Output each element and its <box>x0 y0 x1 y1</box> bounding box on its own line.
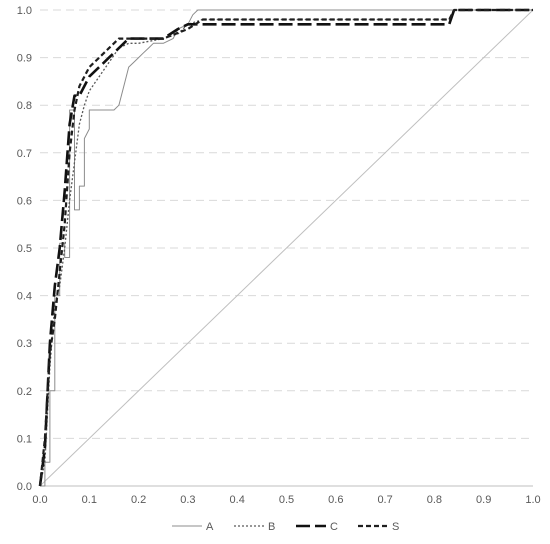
y-tick-label: 0.0 <box>17 481 32 493</box>
legend-item-s: S <box>358 521 399 533</box>
legend-label: B <box>268 521 275 533</box>
y-tick-label: 0.4 <box>17 291 32 303</box>
series-line-b <box>39 9 533 487</box>
x-tick-label: 0.7 <box>377 494 392 506</box>
x-tick-label: 0.1 <box>82 494 97 506</box>
reference-diagonal <box>39 9 534 487</box>
legend-item-c: C <box>296 521 338 533</box>
y-tick-label: 0.9 <box>17 53 32 65</box>
y-tick-label: 0.5 <box>17 243 32 255</box>
y-tick-labels: 0.0 0.1 0.2 0.3 0.4 0.5 0.6 0.7 0.8 0.9 1.0 <box>17 5 32 493</box>
y-tick-label: 0.6 <box>17 195 32 207</box>
x-tick-label: 0.9 <box>476 494 491 506</box>
y-tick-label: 1.0 <box>17 5 32 17</box>
x-tick-label: 0.3 <box>180 494 195 506</box>
x-tick-label: 0.6 <box>328 494 343 506</box>
y-tick-label: 0.7 <box>17 148 32 160</box>
diagonal-reference-line <box>39 9 534 487</box>
legend-item-a: A <box>172 521 214 533</box>
x-tick-label: 1.0 <box>525 494 540 506</box>
x-tick-labels: 0.0 0.1 0.2 0.3 0.4 0.5 0.6 0.7 0.8 0.9 1.0 <box>32 494 540 506</box>
legend-label: S <box>392 521 399 533</box>
series-lines <box>38 8 533 487</box>
y-tick-label: 0.8 <box>17 100 32 112</box>
gridlines <box>40 9 533 439</box>
x-tick-label: 0.5 <box>279 494 294 506</box>
y-tick-label: 0.1 <box>17 433 32 445</box>
x-tick-label: 0.4 <box>230 494 245 506</box>
legend-label: A <box>206 521 214 533</box>
y-tick-label: 0.2 <box>17 386 32 398</box>
x-tick-label: 0.0 <box>32 494 47 506</box>
series-line-c <box>38 8 533 487</box>
legend-item-b: B <box>234 521 275 533</box>
legend-label: C <box>330 521 338 533</box>
x-tick-label: 0.8 <box>427 494 442 506</box>
x-tick-label: 0.2 <box>131 494 146 506</box>
series-line-s <box>38 8 533 487</box>
y-tick-label: 0.3 <box>17 338 32 350</box>
